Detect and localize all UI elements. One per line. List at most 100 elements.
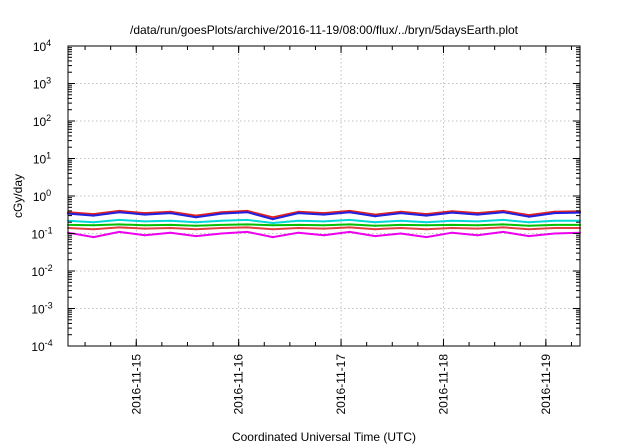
y-tick-label: 10-4	[31, 338, 52, 354]
series-point	[476, 220, 479, 223]
y-tick-label-exponent: 3	[46, 76, 51, 86]
series-point	[118, 218, 121, 221]
y-tick-label-base: 10	[31, 265, 45, 279]
series-point	[399, 232, 402, 235]
series-point	[348, 211, 351, 214]
series-point	[92, 236, 95, 239]
y-tick-label-base: 10	[33, 115, 47, 129]
series-point	[195, 228, 197, 231]
series-point	[502, 218, 505, 221]
series-point	[399, 219, 402, 222]
series-point	[399, 227, 402, 229]
series-point	[118, 230, 121, 233]
series-point	[553, 212, 556, 215]
series-point	[271, 216, 274, 219]
series-point	[246, 223, 249, 226]
series-point	[143, 234, 146, 237]
series-point	[553, 223, 556, 226]
series-point	[425, 214, 428, 217]
x-tick-label: 2016-11-16	[232, 354, 246, 415]
series-point	[451, 223, 453, 226]
series-point	[451, 231, 453, 234]
series-point	[297, 223, 300, 226]
y-tick-label-exponent: -4	[45, 338, 53, 348]
series-point	[246, 230, 249, 233]
series-point	[425, 221, 428, 224]
series-point	[169, 212, 172, 215]
data-series	[67, 209, 581, 239]
series-point	[271, 218, 274, 221]
series-point	[527, 215, 530, 218]
y-tick-label: 10-1	[31, 226, 52, 242]
series-point	[169, 219, 172, 222]
series-point	[323, 220, 325, 223]
y-tick-label: 100	[33, 188, 51, 204]
series-point	[553, 232, 556, 235]
series-point	[323, 224, 325, 227]
series-point	[220, 227, 223, 229]
y-tick-label-base: 10	[33, 78, 47, 92]
chart-title: /data/run/goesPlots/archive/2016-11-19/0…	[130, 23, 519, 37]
series-point	[323, 227, 325, 230]
series-point	[92, 221, 95, 224]
series-point	[502, 226, 505, 229]
axis-ticks: 10-410-310-210-11001011021031042016-11-1…	[31, 38, 580, 415]
series-point	[348, 230, 351, 233]
series-point	[451, 211, 453, 214]
series-point	[476, 234, 479, 237]
y-tick-label-base: 10	[31, 340, 45, 354]
y-tick-label: 10-2	[31, 263, 52, 279]
series-point	[271, 236, 274, 239]
y-tick-label-exponent: 1	[46, 151, 51, 161]
y-tick-label: 10-3	[31, 301, 52, 317]
series-point	[118, 223, 121, 226]
series-point	[425, 224, 428, 227]
y-tick-label-exponent: 0	[46, 188, 51, 198]
series-point	[220, 212, 223, 215]
series-point	[92, 224, 95, 227]
series-point	[476, 213, 479, 216]
series-point	[169, 231, 172, 234]
series-point	[297, 219, 300, 222]
series-point	[143, 224, 146, 227]
series-point	[399, 212, 402, 215]
series-point	[374, 215, 377, 218]
y-tick-label-exponent: 4	[46, 38, 51, 48]
series-point	[195, 214, 197, 217]
x-tick-label: 2016-11-15	[129, 354, 143, 415]
y-tick-label: 104	[33, 38, 51, 54]
x-tick-label: 2016-11-18	[436, 354, 450, 415]
series-point	[143, 213, 146, 216]
series-point	[476, 224, 479, 227]
y-tick-label-base: 10	[33, 190, 47, 204]
x-tick-label: 2016-11-19	[539, 354, 553, 415]
series-point	[374, 213, 377, 216]
series-point	[297, 212, 300, 215]
series-point	[297, 231, 300, 234]
series-point	[246, 226, 249, 229]
series-point	[476, 227, 479, 230]
series-point	[502, 230, 505, 233]
x-axis-label: Coordinated Universal Time (UTC)	[232, 430, 416, 444]
series-point	[527, 228, 530, 231]
y-tick-label-base: 10	[33, 40, 47, 54]
series-point	[143, 227, 146, 230]
series-point	[92, 214, 95, 217]
y-tick-label-exponent: 2	[46, 113, 51, 123]
series-point	[195, 216, 197, 219]
series-point	[348, 226, 351, 229]
series-point	[118, 211, 121, 214]
series-point	[195, 224, 197, 227]
series-point	[374, 235, 377, 238]
series-point	[502, 223, 505, 226]
y-tick-label-base: 10	[33, 153, 47, 167]
series-point	[323, 213, 325, 216]
x-tick-label: 2016-11-17	[334, 354, 348, 415]
series-point	[374, 221, 377, 224]
series-point	[451, 219, 453, 222]
series-point	[118, 226, 121, 229]
series-point	[553, 227, 556, 229]
series-point	[527, 235, 530, 238]
y-tick-label-base: 10	[31, 303, 45, 317]
